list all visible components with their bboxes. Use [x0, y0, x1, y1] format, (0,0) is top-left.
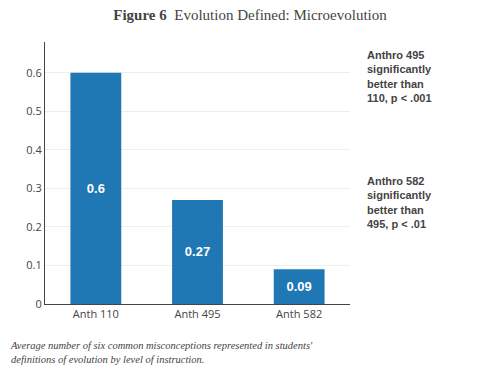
svg-text:Anth 582: Anth 582 — [276, 306, 322, 321]
svg-text:Anthro 495significantlybetter: Anthro 495significantlybetter than110, p… — [367, 49, 432, 104]
svg-text:Anthro 582significantlybetter: Anthro 582significantlybetter than495, p… — [367, 175, 432, 230]
svg-text:0.09: 0.09 — [287, 279, 312, 294]
svg-text:0.6: 0.6 — [87, 181, 105, 196]
svg-text:0.27: 0.27 — [185, 244, 210, 259]
svg-text:0: 0 — [36, 296, 42, 311]
svg-text:0.3: 0.3 — [26, 180, 41, 195]
svg-text:Average number of six common m: Average number of six common misconcepti… — [10, 340, 313, 365]
svg-text:0.6: 0.6 — [26, 65, 41, 80]
svg-text:0.1: 0.1 — [26, 257, 41, 272]
svg-text:Figure 6 Evolution Defined: M: Figure 6 Evolution Defined: Microevoluti… — [113, 7, 387, 23]
svg-text:0.2: 0.2 — [26, 219, 41, 234]
svg-text:0.4: 0.4 — [26, 142, 42, 157]
svg-text:Anth 495: Anth 495 — [174, 306, 220, 321]
svg-text:0.5: 0.5 — [26, 103, 41, 118]
svg-text:Anth 110: Anth 110 — [73, 306, 119, 321]
